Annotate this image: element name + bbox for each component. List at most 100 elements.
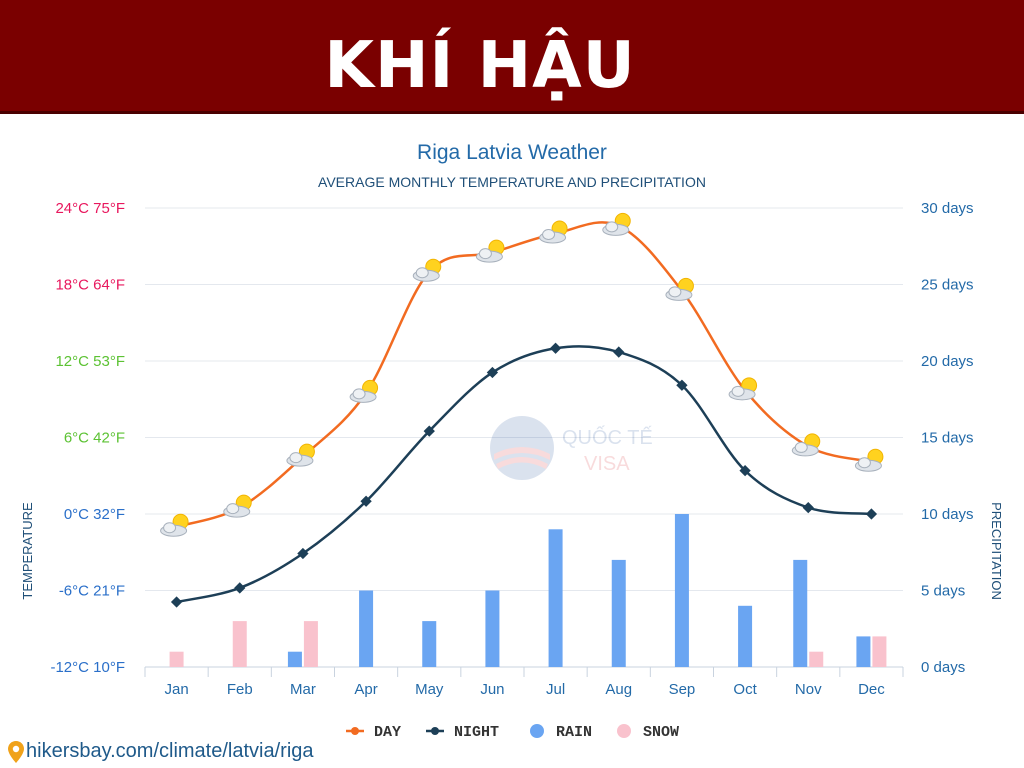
x-tick-label: Nov [795, 681, 822, 698]
legend-label: RAIN [556, 724, 592, 740]
partly-cloudy-icon [665, 277, 694, 301]
weather-chart: Riga Latvia Weather AVERAGE MONTHLY TEMP… [20, 141, 1004, 740]
snow-bar [872, 636, 887, 667]
right-axis-label: PRECIPITATION [989, 502, 1004, 600]
x-axis-ticks: Jan Feb Mar Apr May Jun Jul Aug Sep Oct Nov Dec [144, 667, 904, 698]
left-tick-label: 6°C 42°F [64, 430, 125, 447]
location-pin-icon [8, 740, 24, 763]
right-tick-label: 15 days [921, 430, 974, 447]
snow-bar [232, 621, 247, 667]
rain-bar [359, 590, 374, 667]
legend-swatch-dot [617, 724, 631, 738]
banner-title: KHÍ HẬU [324, 29, 636, 103]
night-point [549, 342, 562, 354]
x-tick-label: Jun [480, 681, 504, 698]
snow-bar [809, 651, 824, 667]
night-point [676, 379, 688, 391]
legend-swatch-dot [351, 727, 359, 735]
night-point [360, 495, 372, 507]
x-tick-label: Mar [290, 681, 316, 698]
left-tick-label: -12°C 10°F [50, 659, 125, 676]
chart-legend: DAY NIGHT RAIN SNOW [346, 724, 679, 740]
night-point [423, 425, 435, 437]
rain-bar [674, 514, 689, 667]
cloud-puff [415, 267, 429, 279]
x-tick-label: Aug [605, 681, 632, 698]
legend-label: NIGHT [454, 724, 499, 740]
cloud-puff [163, 522, 177, 534]
right-tick-label: 5 days [921, 583, 965, 600]
legend-label: DAY [374, 724, 401, 740]
cloud-puff [857, 457, 871, 469]
rain-bar [793, 559, 808, 667]
left-axis-ticks: 24°C 75°F 18°C 64°F 12°C 53°F 6°C 42°F 0°C 3… [50, 200, 125, 676]
legend-swatch-dot [530, 724, 544, 738]
rain-bar [548, 529, 563, 667]
partly-cloudy-icon [791, 433, 821, 457]
partly-cloudy-icon [223, 494, 252, 518]
snow-bar [303, 621, 318, 667]
rain-bar [611, 559, 626, 667]
partly-cloudy-icon [349, 379, 379, 403]
watermark-line2: VISA [584, 453, 630, 475]
snow-bar [169, 651, 184, 667]
right-tick-label: 10 days [921, 506, 974, 523]
x-tick-label: Jan [164, 681, 188, 698]
x-tick-label: Sep [669, 681, 696, 698]
night-point [170, 596, 183, 608]
cloud-puff [668, 286, 682, 298]
watermark-line1: QUỐC TẾ [562, 425, 653, 449]
right-axis-ticks: 30 days 25 days 20 days 15 days 10 days 5 day… [921, 200, 974, 676]
left-tick-label: 18°C 64°F [55, 277, 125, 294]
cloud-puff [731, 385, 745, 397]
cloud-puff [352, 388, 366, 400]
left-tick-label: 24°C 75°F [55, 200, 125, 217]
cloud-puff [289, 452, 303, 464]
rain-bar [856, 636, 871, 667]
x-tick-label: Oct [733, 681, 757, 698]
left-tick-label: 0°C 32°F [64, 506, 125, 523]
night-point [802, 501, 814, 514]
night-point [613, 346, 625, 358]
partly-cloudy-icon [854, 448, 884, 472]
x-tick-label: Apr [354, 681, 377, 698]
right-tick-label: 20 days [921, 353, 974, 370]
cloud-puff [478, 248, 492, 260]
watermark-logo: QUỐC TẾ VISA [490, 416, 653, 480]
cloud-puff [794, 441, 808, 453]
rain-bar [287, 651, 302, 667]
source-link[interactable]: hikersbay.com/climate/latvia/riga [8, 740, 314, 763]
chart-title: Riga Latvia Weather [417, 141, 607, 164]
partly-cloudy-icon [412, 258, 442, 282]
partly-cloudy-icon [539, 220, 568, 244]
x-tick-label: May [415, 681, 444, 698]
partly-cloudy-icon [286, 443, 315, 467]
night-point [234, 582, 246, 594]
legend-swatch-dot [431, 727, 439, 735]
legend-label: SNOW [643, 724, 679, 740]
partly-cloudy-icon [728, 377, 758, 401]
night-point [297, 547, 309, 560]
x-tick-label: Dec [858, 681, 885, 698]
rain-bar [422, 621, 437, 667]
source-url[interactable]: hikersbay.com/climate/latvia/riga [26, 740, 314, 762]
x-tick-label: Jul [546, 681, 565, 698]
right-tick-label: 30 days [921, 200, 974, 217]
night-point [865, 508, 878, 520]
cloud-puff [226, 503, 240, 515]
right-tick-label: 25 days [921, 277, 974, 294]
right-tick-label: 0 days [921, 659, 965, 676]
chart-subtitle: AVERAGE MONTHLY TEMPERATURE AND PRECIPIT… [318, 174, 706, 190]
cloud-puff [542, 229, 556, 240]
precipitation-bars [169, 514, 887, 667]
night-point [486, 366, 499, 379]
cloud-puff [605, 221, 619, 233]
x-tick-label: Feb [227, 681, 253, 698]
left-tick-label: 12°C 53°F [55, 353, 125, 370]
partly-cloudy-icon [602, 212, 631, 236]
night-point [739, 464, 751, 477]
left-axis-label: TEMPERATURE [20, 502, 35, 600]
rain-bar [738, 605, 753, 667]
rain-bar [485, 590, 500, 667]
partly-cloudy-icon [475, 239, 505, 263]
